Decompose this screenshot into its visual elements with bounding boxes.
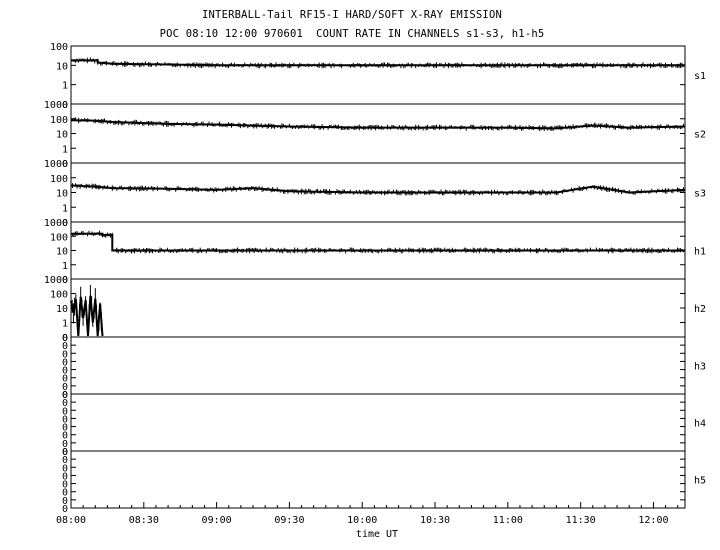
y-tick-label: 1 xyxy=(62,144,68,155)
y-tick-label: 0 xyxy=(62,374,68,385)
panel-label: h3 xyxy=(694,362,706,373)
y-tick-label: 0 xyxy=(62,100,68,111)
x-tick-label: 08:00 xyxy=(56,515,86,526)
y-tick-label: 0 xyxy=(62,504,68,515)
series-noise xyxy=(70,285,102,336)
panel-label: s3 xyxy=(694,189,706,200)
y-tick-label: 0 xyxy=(62,447,68,458)
y-tick-label: 0 xyxy=(62,218,68,229)
y-tick-label: 0 xyxy=(62,488,68,499)
y-tick-label: 0 xyxy=(62,159,68,170)
x-tick-label: 09:30 xyxy=(274,515,304,526)
y-tick-label: 0 xyxy=(62,414,68,425)
y-tick-label: 0 xyxy=(62,471,68,482)
y-tick-label: 1000 xyxy=(44,159,68,170)
series-noise xyxy=(70,230,684,254)
y-tick-label: 10 xyxy=(56,189,68,200)
y-tick-label: 0 xyxy=(62,366,68,377)
y-tick-label: 10 xyxy=(56,61,68,72)
panel-label: h4 xyxy=(694,419,706,430)
y-tick-label: 0 xyxy=(62,333,68,344)
chart-subtitle: POC 08:10 12:00 970601 COUNT RATE IN CHA… xyxy=(159,28,545,40)
x-tick-label: 12:00 xyxy=(638,515,668,526)
y-tick-label: 1000 xyxy=(44,100,68,111)
y-tick-label: 0 xyxy=(62,463,68,474)
y-tick-label: 10 xyxy=(56,304,68,315)
y-tick-label: 100 xyxy=(50,174,68,185)
y-tick-label: 0 xyxy=(62,349,68,360)
plot-frame xyxy=(70,45,686,509)
y-tick-label: 0 xyxy=(62,382,68,393)
y-tick-label: 0 xyxy=(62,357,68,368)
y-tick-label: 0 xyxy=(62,341,68,352)
series-noise xyxy=(70,183,684,196)
y-tick-label: 0 xyxy=(62,406,68,417)
panel-label: s2 xyxy=(694,130,706,141)
y-tick-label: 1 xyxy=(62,203,68,214)
x-tick-label: 11:00 xyxy=(493,515,523,526)
y-tick-label: 0 xyxy=(62,496,68,507)
x-tick-label: 10:00 xyxy=(347,515,377,526)
series-line xyxy=(71,232,685,252)
y-tick-label: 0 xyxy=(62,423,68,434)
y-tick-label: 1 xyxy=(62,319,68,330)
panel-label: h2 xyxy=(694,304,706,315)
y-tick-label: 0 xyxy=(62,439,68,450)
panel-label: h1 xyxy=(694,247,706,258)
y-tick-label: 0 xyxy=(62,333,68,344)
panel-label: s1 xyxy=(694,71,706,82)
y-tick-label: 10 xyxy=(56,247,68,258)
y-tick-label: 0 xyxy=(62,390,68,401)
y-tick-label: 0 xyxy=(62,455,68,466)
panel-label: h5 xyxy=(694,476,706,487)
x-tick-label: 09:00 xyxy=(202,515,232,526)
x-tick-label: 11:30 xyxy=(566,515,596,526)
y-tick-label: 0 xyxy=(62,390,68,401)
y-tick-label: 0 xyxy=(62,275,68,286)
y-tick-label: 0 xyxy=(62,480,68,491)
y-tick-label: 1 xyxy=(62,81,68,92)
x-tick-label: 10:30 xyxy=(420,515,450,526)
y-tick-label: 100 xyxy=(50,42,68,53)
y-tick-label: 1000 xyxy=(44,218,68,229)
series-noise xyxy=(70,57,684,69)
chart-title: INTERBALL-Tail RF15-I HARD/SOFT X-RAY EM… xyxy=(202,9,502,21)
y-tick-label: 0 xyxy=(62,447,68,458)
y-tick-label: 100 xyxy=(50,290,68,301)
x-axis-label: time UT xyxy=(356,529,398,540)
y-tick-label: 0 xyxy=(62,431,68,442)
y-tick-label: 1000 xyxy=(44,275,68,286)
y-tick-label: 100 xyxy=(50,232,68,243)
x-tick-label: 08:30 xyxy=(129,515,159,526)
series-noise xyxy=(70,117,684,132)
y-tick-label: 1 xyxy=(62,261,68,272)
y-tick-label: 0 xyxy=(62,398,68,409)
y-tick-label: 10 xyxy=(56,130,68,141)
y-tick-label: 100 xyxy=(50,115,68,126)
